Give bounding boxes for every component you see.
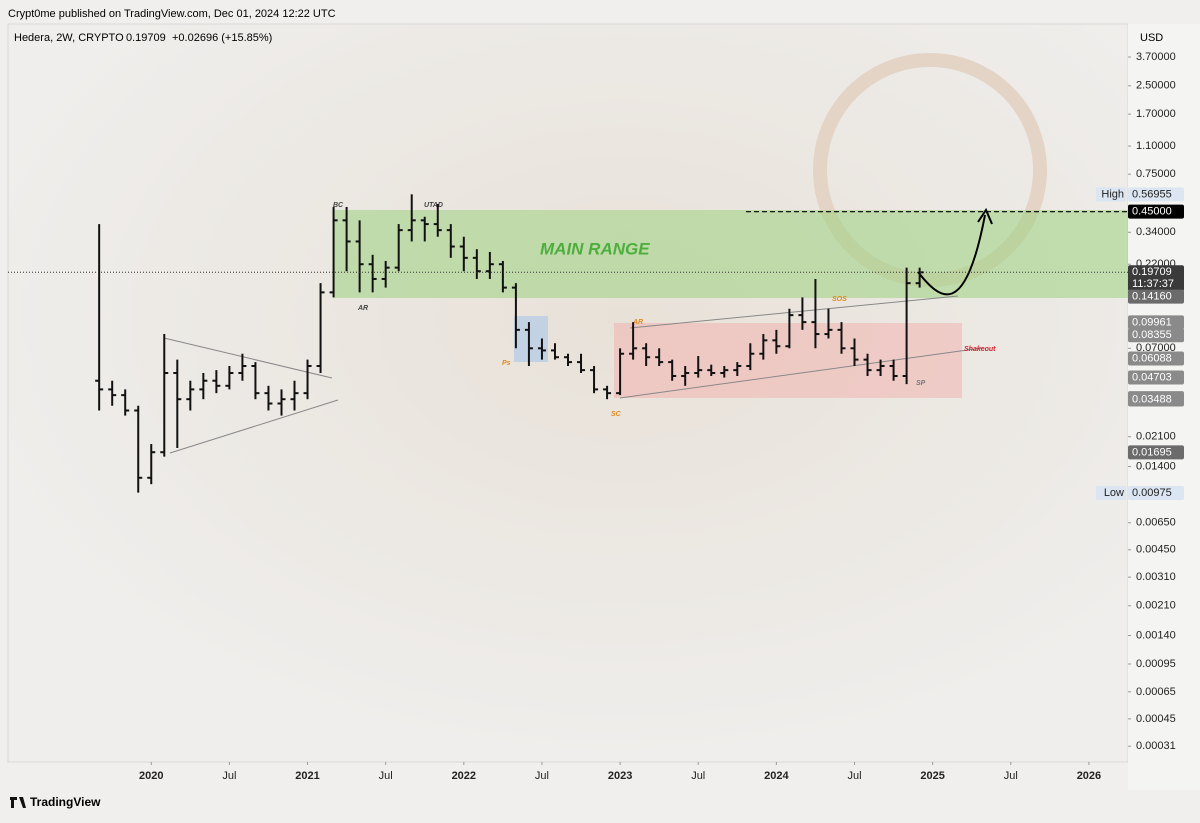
trend-line	[629, 295, 959, 329]
price-tag	[1128, 370, 1184, 385]
price-tag	[1128, 328, 1184, 343]
x-tick-label: Jul	[222, 770, 236, 782]
price-tag	[1128, 187, 1184, 202]
annotation: UTAD	[424, 202, 443, 209]
x-tick-label: Jul	[847, 770, 861, 782]
plot-area	[7, 23, 1129, 763]
y-tick-label: 0.00095	[1136, 658, 1176, 670]
y-tick-label: 0.00210	[1136, 600, 1176, 612]
price-tag-label: 0.08355	[1132, 329, 1172, 341]
price-tag-time: 11:37:37	[1132, 278, 1174, 290]
y-tick-label: 0.01400	[1136, 460, 1176, 472]
y-tick-label: 0.00031	[1136, 740, 1176, 752]
price-tag	[1128, 392, 1184, 407]
y-tick-label: 0.75000	[1136, 168, 1176, 180]
accumulation-zone	[614, 323, 962, 398]
x-tick-label: Jul	[691, 770, 705, 782]
price-tag-label: 0.06088	[1132, 352, 1172, 364]
price-tag-label: 0.56955	[1132, 188, 1172, 200]
x-tick-label: 2026	[1077, 770, 1101, 782]
price-tag-name: High	[1101, 188, 1124, 200]
annotation: SC	[611, 411, 622, 418]
price-tag-name: Low	[1104, 487, 1124, 499]
y-tick-label: 0.00650	[1136, 517, 1176, 529]
price-tag-name-bg	[1096, 187, 1126, 202]
annotation: MAIN RANGE	[540, 239, 650, 258]
trend-line	[163, 337, 333, 379]
projection-arrow	[917, 214, 986, 296]
symbol: Hedera, 2W, CRYPTO	[14, 32, 124, 44]
y-tick-label: 1.10000	[1136, 140, 1176, 152]
price-tag	[1128, 486, 1184, 501]
y-tick-label: 0.00140	[1136, 629, 1176, 641]
y-tick-label: 1.70000	[1136, 108, 1176, 120]
last-price: 0.19709	[126, 32, 166, 44]
annotation: AR	[632, 319, 643, 326]
price-tag-label: 0.14160	[1132, 290, 1172, 302]
x-tick-label: 2021	[295, 770, 319, 782]
price-tag-label: 0.01695	[1132, 446, 1172, 458]
y-tick-label: 0.34000	[1136, 226, 1176, 238]
price-tag	[1128, 204, 1184, 219]
y-tick-label: 0.00065	[1136, 686, 1176, 698]
y-tick-label: 0.00450	[1136, 544, 1176, 556]
annotation: Ps	[502, 360, 511, 367]
price-tag-label: 0.04703	[1132, 371, 1172, 383]
x-tick-label: 2023	[608, 770, 632, 782]
price-tag-label: 0.09961	[1132, 316, 1172, 328]
brand: TradingView	[30, 795, 101, 809]
x-tick-label: Jul	[379, 770, 393, 782]
x-tick-label: Jul	[1004, 770, 1018, 782]
price-tag	[1128, 315, 1184, 330]
annotation: SOS	[832, 296, 847, 303]
x-tick-label: 2020	[139, 770, 163, 782]
x-tick-label: 2022	[452, 770, 476, 782]
price-tag	[1128, 445, 1184, 460]
y-tick-label: 2.50000	[1136, 80, 1176, 92]
x-tick-label: Jul	[535, 770, 549, 782]
price-tag	[1128, 351, 1184, 366]
y-tick-label: 0.07000	[1136, 342, 1176, 354]
y-tick-label: 0.00310	[1136, 571, 1176, 583]
x-tick-label: 2024	[764, 770, 789, 782]
price-tag-label: 0.00975	[1132, 487, 1172, 499]
price-tag	[1128, 289, 1184, 304]
annotation: AR	[357, 305, 368, 312]
trend-line	[169, 399, 339, 454]
y-tick-label: 3.70000	[1136, 51, 1176, 63]
arrow-head	[977, 207, 993, 225]
price-tag	[1128, 265, 1184, 292]
y-tick-label: 0.02100	[1136, 431, 1176, 443]
price-tag-name-bg	[1096, 486, 1126, 501]
brand-logo	[10, 797, 26, 808]
change: +0.02696 (+15.85%)	[172, 32, 272, 44]
y-tick-label: 0.00045	[1136, 713, 1176, 725]
main-range-zone	[333, 210, 1128, 298]
price-tag-label: 0.03488	[1132, 393, 1172, 405]
annotation: SP	[916, 380, 926, 387]
annotation: Shakeout	[964, 346, 996, 353]
trend-line	[619, 347, 983, 399]
publisher: Crypt0me published on TradingView.com, D…	[8, 8, 336, 20]
currency: USD	[1140, 32, 1163, 44]
price-tag-label: 0.19709	[1132, 266, 1172, 278]
x-tick-label: 2025	[920, 770, 944, 782]
price-axis	[1128, 24, 1200, 790]
annotation: BC	[333, 202, 344, 209]
price-tag-label: 0.45000	[1132, 206, 1172, 218]
